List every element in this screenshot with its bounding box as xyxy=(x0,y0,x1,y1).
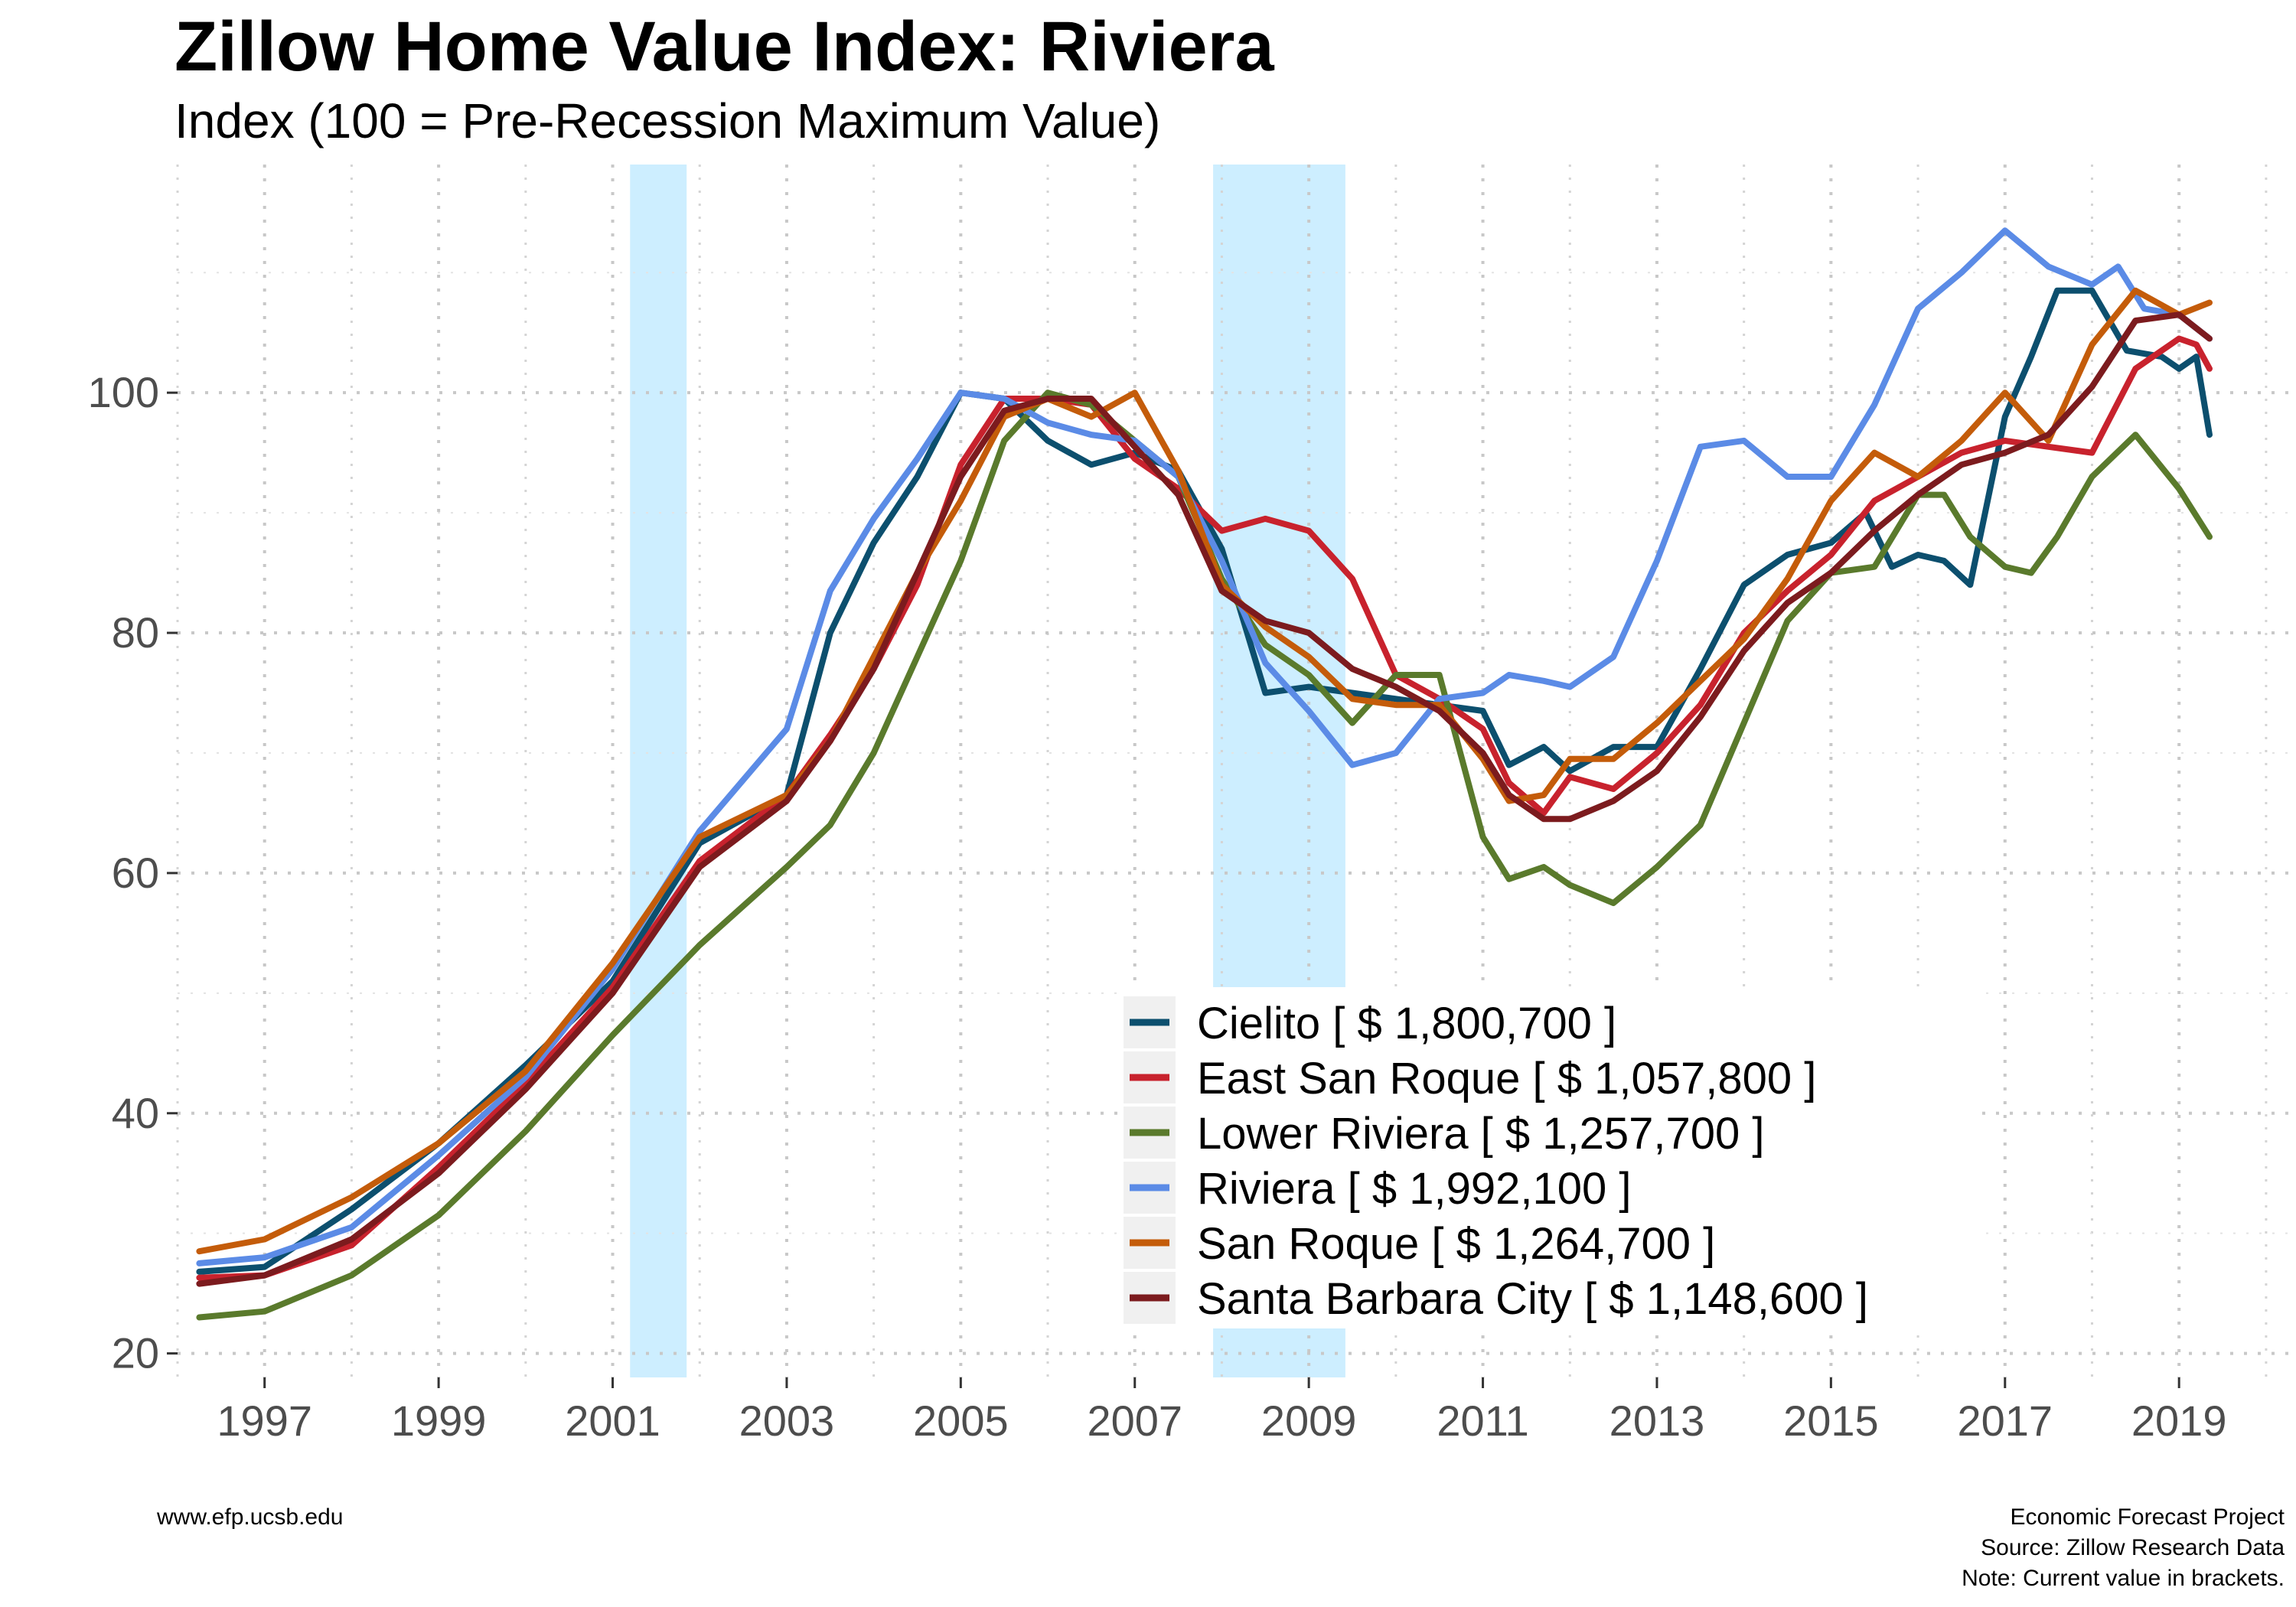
x-tick-label: 1999 xyxy=(391,1397,487,1445)
x-tick-label: 2001 xyxy=(565,1397,660,1445)
caption-note: Note: Current value in brackets. xyxy=(1962,1566,2285,1591)
chart-subtitle: Index (100 = Pre-Recession Maximum Value… xyxy=(174,93,1160,148)
x-tick-label: 2009 xyxy=(1261,1397,1357,1445)
x-tick-label: 2007 xyxy=(1087,1397,1182,1445)
x-tick-label: 2015 xyxy=(1783,1397,1879,1445)
series-line-1 xyxy=(196,287,2213,1275)
x-tick-label: 2019 xyxy=(2131,1397,2227,1445)
axes: 20 40 60 80 100 1997 1999 2001 2003 2005 2007 2009 2… xyxy=(88,368,2227,1445)
legend-label-1: Cielito [ $ 1,800,700 ] xyxy=(1197,999,1616,1048)
x-tick-label: 2013 xyxy=(1609,1397,1705,1445)
x-tick-label: 2003 xyxy=(739,1397,835,1445)
series-line-5 xyxy=(196,287,2213,1255)
y-tick-label: 40 xyxy=(112,1089,159,1137)
chart-title: Zillow Home Value Index: Riviera xyxy=(174,8,1274,86)
caption-website: www.efp.ucsb.edu xyxy=(156,1504,343,1530)
caption-organization: Economic Forecast Project xyxy=(2011,1504,2285,1530)
legend-label-4: Riviera [ $ 1,992,100 ] xyxy=(1197,1164,1631,1214)
legend: Cielito [ $ 1,800,700 ] East San Roque [ … xyxy=(1124,987,1981,1328)
legend-label-2: East San Roque [ $ 1,057,800 ] xyxy=(1197,1054,1816,1103)
y-tick-label: 100 xyxy=(88,368,159,416)
y-tick-label: 80 xyxy=(112,608,159,657)
y-tick-label: 20 xyxy=(112,1329,159,1377)
x-tick-label: 2011 xyxy=(1437,1397,1528,1445)
recession-band-1 xyxy=(630,165,687,1377)
legend-box xyxy=(1124,987,1981,1328)
x-tick-label: 1997 xyxy=(217,1397,312,1445)
series-line-6 xyxy=(196,311,2213,1287)
legend-label-5: San Roque [ $ 1,264,700 ] xyxy=(1197,1219,1715,1269)
legend-label-6: Santa Barbara City [ $ 1,148,600 ] xyxy=(1197,1274,1868,1324)
series-lines xyxy=(196,227,2213,1321)
grid-lines xyxy=(176,165,2292,1377)
x-tick-label: 2017 xyxy=(1957,1397,2053,1445)
x-tick-label: 2005 xyxy=(913,1397,1009,1445)
series-line-3 xyxy=(196,390,2213,1321)
series-line-4 xyxy=(196,227,2213,1266)
y-tick-label: 60 xyxy=(112,849,159,897)
caption-source: Source: Zillow Research Data xyxy=(1981,1535,2285,1560)
legend-label-3: Lower Riviera [ $ 1,257,700 ] xyxy=(1197,1109,1765,1159)
